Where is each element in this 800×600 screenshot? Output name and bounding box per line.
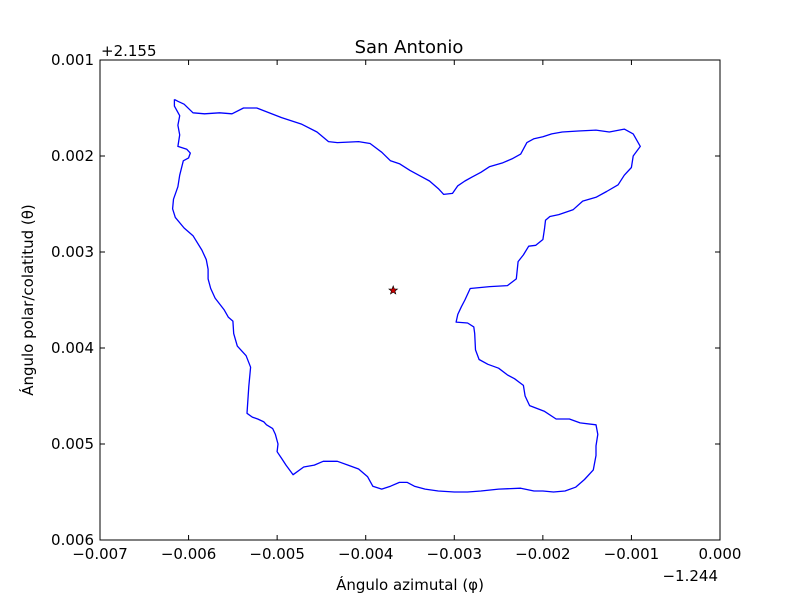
- x-tick-label: −0.005: [249, 545, 305, 563]
- x-axis-label: Ángulo azimutal (φ): [336, 575, 484, 594]
- x-tick-label: −0.002: [515, 545, 571, 563]
- y-tick-label: 0.004: [51, 339, 94, 357]
- x-tick-label: −0.004: [338, 545, 394, 563]
- center-star-marker: [388, 285, 399, 295]
- series-line-0: [171, 98, 641, 493]
- y-tick-label: 0.006: [51, 531, 94, 549]
- chart-title: San Antonio: [355, 37, 464, 58]
- y-tick-label: 0.002: [51, 147, 94, 165]
- x-tick-label: −0.003: [427, 545, 483, 563]
- x-tick-label: −0.007: [72, 545, 128, 563]
- plot-frame: [99, 59, 721, 541]
- y-tick-label: 0.001: [51, 51, 94, 69]
- y-offset-label: +2.155: [101, 42, 157, 60]
- x-offset-label: −1.244: [662, 567, 718, 585]
- x-tick-label: 0.000: [699, 545, 742, 563]
- y-tick-label: 0.005: [51, 435, 94, 453]
- plot-area: −0.007 −0.006 −0.005 −0.004 −0.003 −0.002 −0.0…: [51, 51, 741, 563]
- y-tick-label: 0.003: [51, 243, 94, 261]
- x-tick-label: −0.001: [604, 545, 660, 563]
- x-tick-label: −0.006: [161, 545, 217, 563]
- y-axis-label: Ángulo polar/colatitud (θ): [18, 204, 37, 396]
